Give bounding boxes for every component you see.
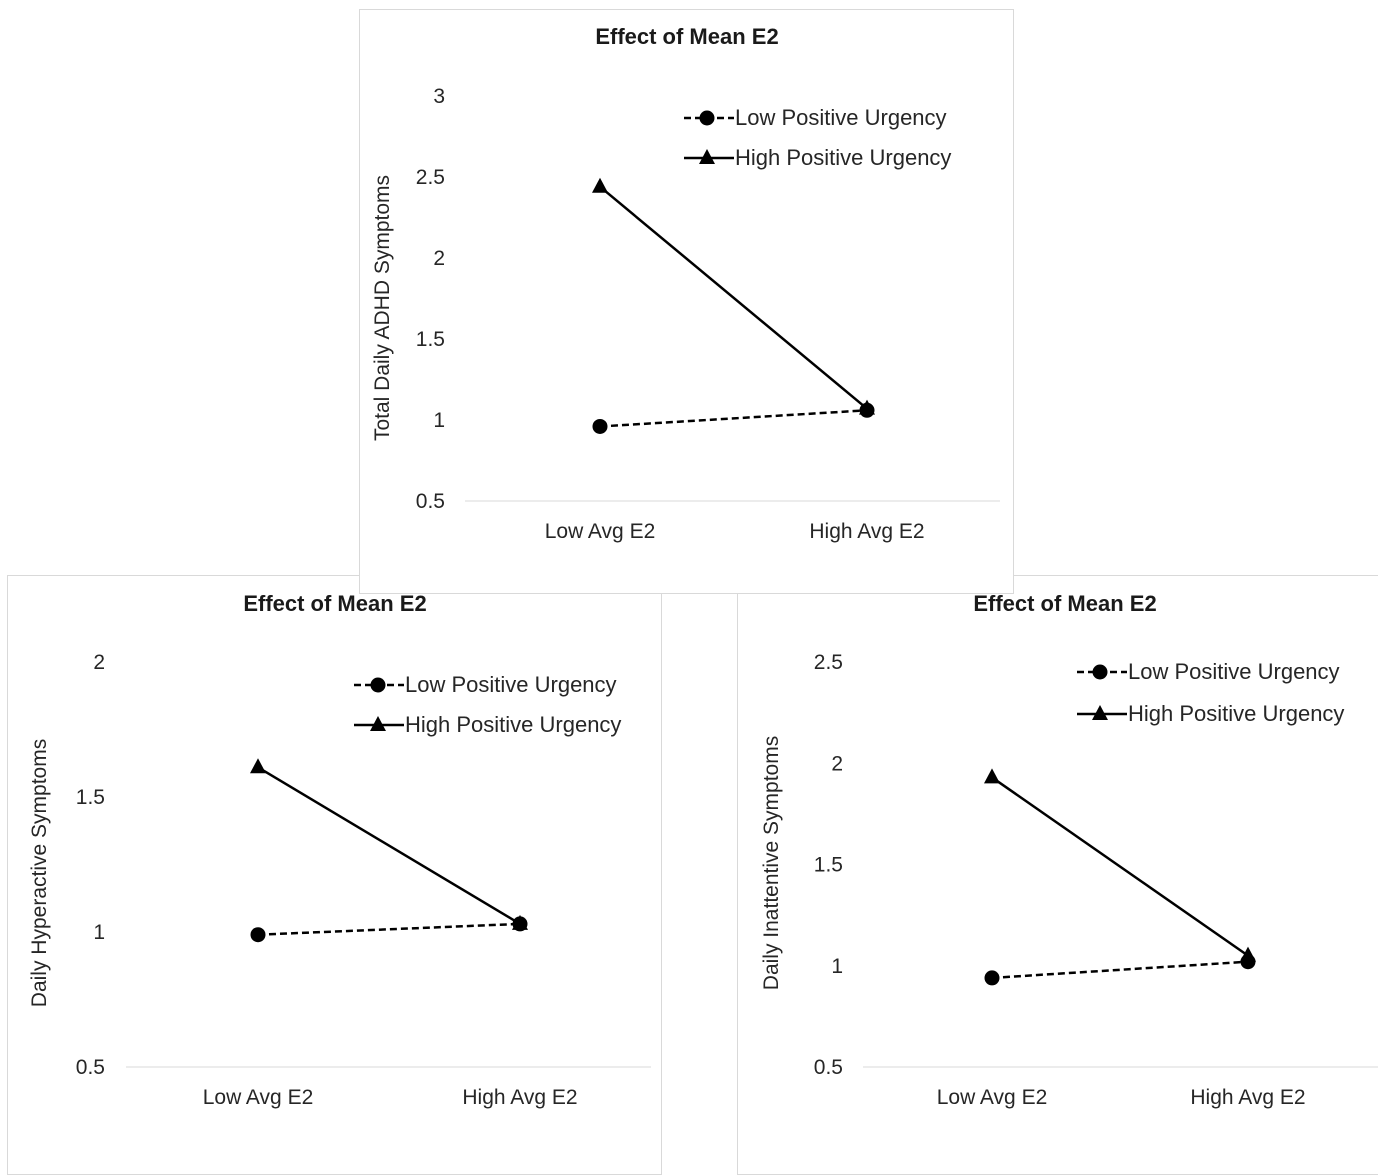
y-tick-label: 3 [433, 85, 445, 108]
legend: Low Positive Urgency High Positive Urgen… [354, 672, 621, 737]
series-line-high-urgency [257, 766, 521, 925]
legend-entry-high-urgency: High Positive Urgency [354, 712, 621, 737]
x-tick-label: High Avg E2 [462, 1086, 577, 1109]
y-tick-label: 1.5 [76, 786, 105, 809]
legend-entry-low-urgency: Low Positive Urgency [684, 105, 947, 130]
y-tick-label: 2.5 [814, 651, 843, 674]
data-point-circle [250, 927, 266, 943]
y-tick-label: 1 [433, 409, 445, 432]
legend: Low Positive Urgency High Positive Urgen… [684, 105, 951, 170]
chart-hyperactive: Effect of Mean E2 Daily Hyperactive Symp… [28, 591, 651, 1109]
triangle-icon [699, 149, 715, 164]
chart-inattentive: Effect of Mean E2 Daily Inattentive Symp… [760, 591, 1378, 1109]
legend-entry-low-urgency: Low Positive Urgency [1077, 659, 1340, 684]
legend-entry-low-urgency: Low Positive Urgency [354, 672, 617, 697]
legend-entry-high-urgency: High Positive Urgency [1077, 701, 1344, 726]
triangle-icon [1092, 705, 1108, 720]
chart-title: Effect of Mean E2 [595, 24, 778, 49]
data-point-circle [592, 418, 608, 434]
y-tick-label: 2 [831, 752, 843, 775]
y-axis-label: Daily Hyperactive Symptoms [28, 739, 51, 1007]
chart-title: Effect of Mean E2 [973, 591, 1156, 616]
series-line-high-urgency [991, 776, 1249, 957]
triangle-icon [370, 716, 386, 731]
legend-label: High Positive Urgency [1128, 701, 1344, 726]
y-tick-label: 1 [93, 921, 105, 944]
x-tick-label: Low Avg E2 [545, 520, 656, 543]
y-axis-label: Daily Inattentive Symptoms [760, 736, 783, 990]
y-tick-label: 2 [433, 247, 445, 270]
y-tick-label: 0.5 [76, 1056, 105, 1079]
chart-total-adhd: Effect of Mean E2 Total Daily ADHD Sympt… [371, 24, 1000, 543]
data-point-triangle [592, 177, 608, 193]
circle-icon [370, 677, 386, 693]
chart-title: Effect of Mean E2 [243, 591, 426, 616]
x-tick-label: Low Avg E2 [203, 1086, 314, 1109]
circle-icon [699, 110, 715, 126]
legend-label: Low Positive Urgency [405, 672, 617, 697]
chart-panel-total-adhd: Effect of Mean E2 Total Daily ADHD Sympt… [359, 9, 1014, 594]
plot-area: 0.5 1 1.5 2 Low Avg E2 High Avg E2 [76, 651, 651, 1109]
y-tick-label: 1.5 [814, 854, 843, 877]
legend-label: High Positive Urgency [735, 145, 951, 170]
plot-area: 0.5 1 1.5 2 2.5 Low Avg E2 High Avg E2 [814, 651, 1378, 1109]
x-tick-label: High Avg E2 [1190, 1086, 1305, 1109]
data-point-circle [1240, 954, 1256, 970]
series-line-low-urgency [599, 409, 868, 428]
data-point-circle [984, 970, 1000, 986]
y-tick-label: 1.5 [416, 328, 445, 351]
y-tick-label: 1 [831, 955, 843, 978]
x-tick-label: High Avg E2 [809, 520, 924, 543]
data-point-triangle [984, 768, 1000, 784]
y-tick-label: 2.5 [416, 166, 445, 189]
legend-label: High Positive Urgency [405, 712, 621, 737]
chart-panel-hyperactive: Effect of Mean E2 Daily Hyperactive Symp… [7, 575, 662, 1175]
legend-entry-high-urgency: High Positive Urgency [684, 145, 951, 170]
plot-area: 0.5 1 1.5 2 2.5 3 Low Avg E2 High Avg E2 [416, 85, 1000, 543]
x-tick-label: Low Avg E2 [937, 1086, 1048, 1109]
legend-label: Low Positive Urgency [1128, 659, 1340, 684]
data-point-circle [512, 916, 528, 932]
legend: Low Positive Urgency High Positive Urgen… [1077, 659, 1344, 726]
y-axis-label: Total Daily ADHD Symptoms [371, 175, 394, 441]
series-line-low-urgency [991, 960, 1249, 980]
chart-panel-inattentive: Effect of Mean E2 Daily Inattentive Symp… [737, 575, 1378, 1175]
series-line-high-urgency [599, 185, 868, 410]
legend-label: Low Positive Urgency [735, 105, 947, 130]
series-line-low-urgency [257, 922, 521, 936]
y-tick-label: 0.5 [416, 490, 445, 513]
data-point-circle [859, 402, 875, 418]
data-point-triangle [250, 758, 266, 774]
y-tick-label: 2 [93, 651, 105, 674]
y-tick-label: 0.5 [814, 1056, 843, 1079]
circle-icon [1092, 664, 1108, 680]
